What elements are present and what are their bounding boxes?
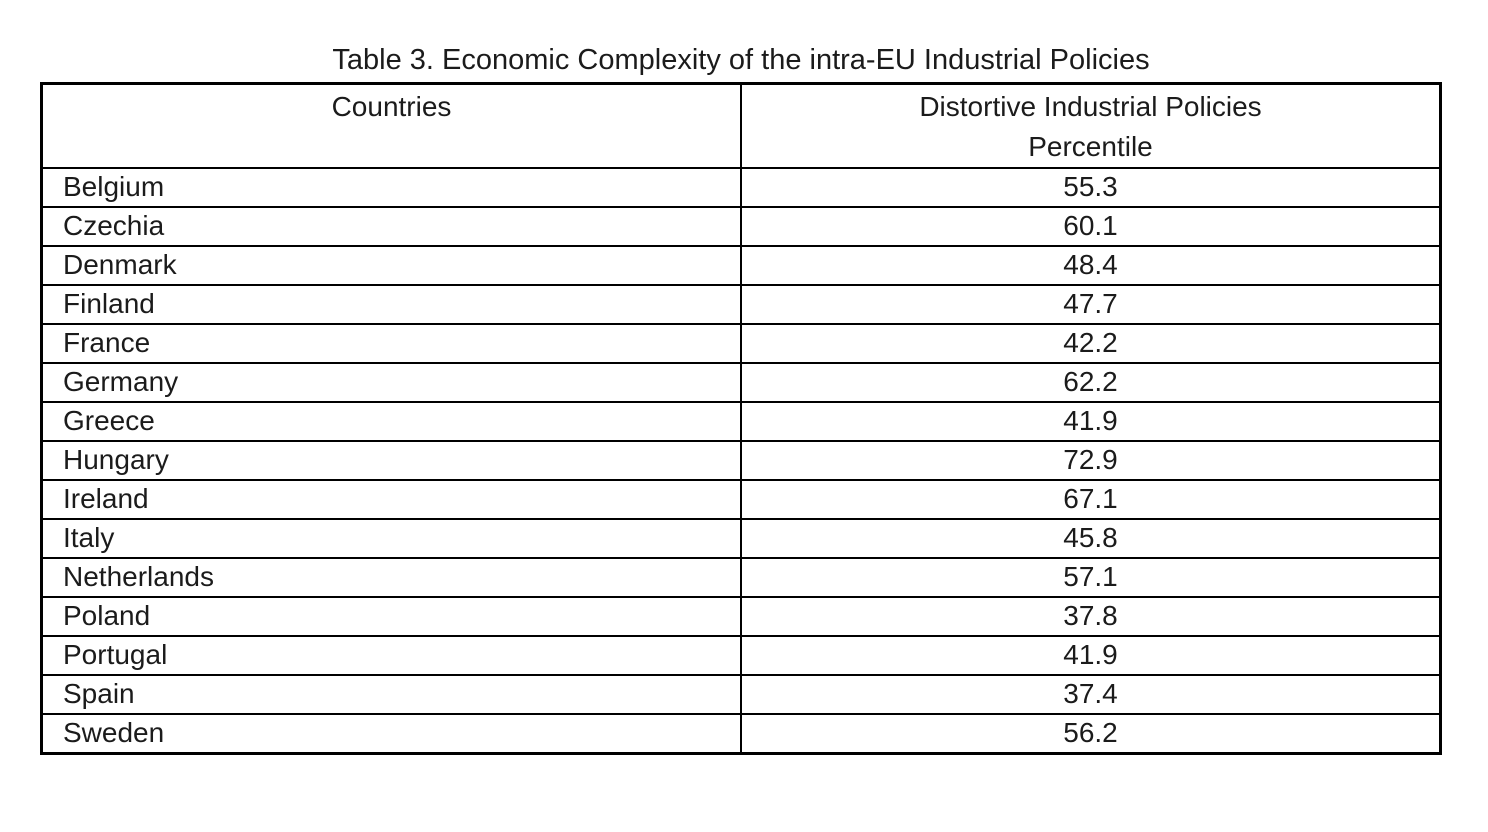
column-header-countries: Countries [40,82,742,169]
country-cell: Italy [40,518,742,559]
value-cell: 41.9 [740,635,1442,676]
table-row: Belgium 55.3 [40,167,1442,208]
country-cell: Netherlands [40,557,742,598]
value-cell: 48.4 [740,245,1442,286]
table-row: Finland 47.7 [40,284,1442,325]
table-row: Italy 45.8 [40,518,1442,559]
country-cell: Ireland [40,479,742,520]
country-cell: France [40,323,742,364]
header-row: Countries Distortive Industrial Policies… [40,82,1442,169]
table-body: Belgium 55.3 Czechia 60.1 Denmark 48.4 F… [40,167,1442,754]
table-row: Netherlands 57.1 [40,557,1442,598]
countries-header-label: Countries [331,91,452,122]
value-cell: 55.3 [740,167,1442,208]
policies-header-line2: Percentile [1028,131,1153,162]
value-cell: 72.9 [740,440,1442,481]
country-cell: Denmark [40,245,742,286]
table-row: Hungary 72.9 [40,440,1442,481]
country-cell: Sweden [40,713,742,754]
country-cell: Greece [40,401,742,442]
table-row: Sweden 56.2 [40,713,1442,754]
column-header-distortive-policies-percentile: Distortive Industrial Policies Percentil… [740,82,1442,169]
value-cell: 56.2 [740,713,1442,754]
value-cell: 42.2 [740,323,1442,364]
value-cell: 62.2 [740,362,1442,403]
value-cell: 47.7 [740,284,1442,325]
country-cell: Hungary [40,440,742,481]
country-cell: Finland [40,284,742,325]
value-cell: 41.9 [740,401,1442,442]
value-cell: 45.8 [740,518,1442,559]
value-cell: 37.8 [740,596,1442,637]
table-row: Spain 37.4 [40,674,1442,715]
country-cell: Portugal [40,635,742,676]
table-header: Countries Distortive Industrial Policies… [40,82,1442,169]
country-cell: Germany [40,362,742,403]
policies-header-line1: Distortive Industrial Policies [919,91,1262,122]
value-cell: 60.1 [740,206,1442,247]
country-cell: Poland [40,596,742,637]
country-cell: Spain [40,674,742,715]
table-row: Czechia 60.1 [40,206,1442,247]
table-row: France 42.2 [40,323,1442,364]
table-title: Table 3. Economic Complexity of the intr… [332,44,1150,76]
table-row: Ireland 67.1 [40,479,1442,520]
table-row: Portugal 41.9 [40,635,1442,676]
country-cell: Czechia [40,206,742,247]
value-cell: 67.1 [740,479,1442,520]
country-cell: Belgium [40,167,742,208]
value-cell: 37.4 [740,674,1442,715]
table-row: Denmark 48.4 [40,245,1442,286]
table-row: Greece 41.9 [40,401,1442,442]
table-row: Poland 37.8 [40,596,1442,637]
economic-complexity-table: Countries Distortive Industrial Policies… [40,82,1442,755]
table-row: Germany 62.2 [40,362,1442,403]
value-cell: 57.1 [740,557,1442,598]
